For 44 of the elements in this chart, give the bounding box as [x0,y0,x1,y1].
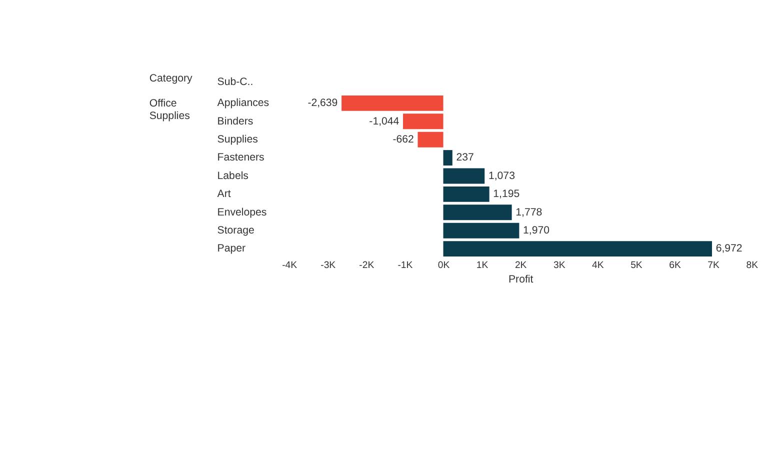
x-tick-label: 0K [438,260,450,272]
data-label: 1,073 [488,170,516,182]
text: Office Supplies [149,98,190,122]
bar [443,204,512,220]
y-tick-label: Appliances [217,97,270,110]
y-tick-label: Envelopes [217,206,267,218]
data-label: 237 [456,152,474,164]
x-tick-label: 4K [592,260,604,272]
x-tick-label: 7K [708,260,720,272]
y-tick-label: Fasteners [217,152,264,164]
text: Category [149,72,193,85]
x-tick-label: -4K [282,260,298,272]
x-tick-label: 6K [669,260,682,272]
bar [443,186,490,202]
bar [443,150,452,166]
y-tick-label: Storage [217,224,254,236]
y-tick-label: Supplies [217,133,258,146]
bar [403,114,444,130]
bar [443,222,520,238]
x-tick-label: 8K [746,260,759,272]
data-label: -2,639 [308,97,338,110]
x-tick-label: -1K [398,260,414,272]
y-tick-label: Labels [217,170,248,182]
data-label: 1,970 [523,224,550,236]
x-tick-label: -3K [320,260,336,272]
y-tick-label: Paper [217,242,246,255]
data-label: 1,778 [516,206,542,218]
bar [342,95,444,111]
x-tick-label: 5K [630,260,643,272]
data-label: 1,195 [493,188,520,200]
x-tick-label: -2K [359,260,375,272]
data-label: 6,972 [716,242,742,255]
x-axis-title: Profit [508,273,534,286]
data-label: -1,044 [369,115,400,128]
bar [443,168,485,184]
bar [443,241,712,257]
bar [418,132,444,148]
x-tick-label: 2K [514,260,528,272]
data-label: -662 [392,133,414,146]
x-tick-label: 3K [553,260,566,272]
y-tick-label: Binders [217,115,254,128]
y-axis-title: Sub-C.. [217,76,254,88]
x-tick-label: 1K [476,260,489,272]
y-tick-label: Art [217,188,231,200]
